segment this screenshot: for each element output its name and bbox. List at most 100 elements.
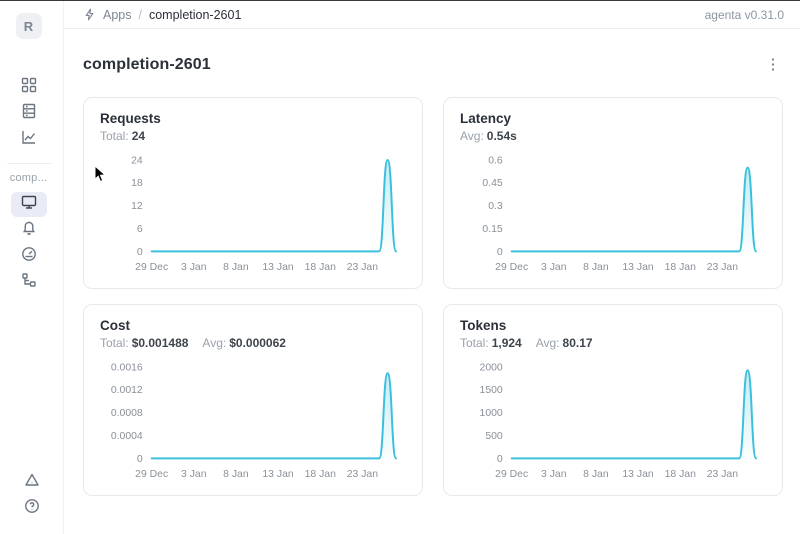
svg-text:18: 18	[131, 178, 143, 189]
database-icon	[21, 103, 37, 124]
breadcrumb-current: completion-2601	[148, 7, 242, 22]
svg-text:0.15: 0.15	[482, 224, 502, 235]
svg-text:29 Dec: 29 Dec	[495, 262, 528, 273]
card-title: Tokens	[460, 318, 507, 333]
stat-label: Total:	[460, 336, 489, 350]
stat-value: $0.001488	[131, 336, 189, 350]
svg-text:23 Jan: 23 Jan	[707, 262, 738, 273]
svg-text:0.6: 0.6	[488, 155, 503, 166]
monitor-icon	[21, 194, 37, 215]
svg-text:3 Jan: 3 Jan	[541, 469, 567, 480]
svg-text:18 Jan: 18 Jan	[665, 469, 696, 480]
sidebar-item-apps[interactable]	[11, 75, 47, 100]
stat-value: 80.17	[562, 336, 593, 350]
svg-text:0.0004: 0.0004	[111, 431, 143, 442]
card-stats: Avg: 0.54s	[460, 129, 766, 143]
stat-label: Avg:	[202, 336, 227, 350]
help-icon	[24, 498, 40, 519]
svg-text:500: 500	[485, 431, 503, 442]
card-stats: Total: 1,924 Avg: 80.17	[460, 336, 766, 350]
svg-text:18 Jan: 18 Jan	[305, 262, 336, 273]
gauge-icon	[21, 246, 37, 267]
card-title: Requests	[100, 111, 161, 126]
latency-chart: 0 0.15 0.3 0.45 0.6 29 Dec 3 Jan 8 Jan 13 Jan 18 …	[482, 155, 758, 273]
requests-card: Requests Total: 24 0 6 12 18 24 29 Dec 3 Jan 8 J…	[83, 97, 423, 289]
breadcrumb-separator: /	[138, 7, 142, 22]
line-chart-icon	[21, 129, 37, 150]
bell-icon	[21, 220, 37, 241]
tokens-chart: 0 500 1000 1500 2000 29 Dec 3 Jan 8 Jan 13 Jan 18…	[480, 362, 758, 480]
stat-value: 0.54s	[486, 129, 517, 143]
svg-text:23 Jan: 23 Jan	[347, 262, 378, 273]
svg-text:13 Jan: 13 Jan	[622, 469, 653, 480]
svg-text:0.0016: 0.0016	[111, 362, 143, 373]
svg-text:6: 6	[137, 224, 143, 235]
kebab-menu-button[interactable]: ⋮	[765, 56, 781, 73]
sidebar-item-observability[interactable]	[11, 270, 47, 295]
svg-text:0.0008: 0.0008	[111, 408, 143, 419]
cost-card: Cost Total: $0.001488 Avg: $0.000062 0 0.00…	[83, 304, 423, 496]
sidebar-item-notifications[interactable]	[11, 218, 47, 243]
svg-text:8 Jan: 8 Jan	[583, 262, 609, 273]
svg-text:0.45: 0.45	[482, 178, 502, 189]
sidebar: R	[0, 1, 64, 534]
latency-card: Latency Avg: 0.54s 0 0.15 0.3 0.45 0.6 29 Dec 3…	[443, 97, 783, 289]
top-bar: Apps / completion-2601 agenta v0.31.0	[64, 1, 800, 29]
sidebar-item-changelog[interactable]	[14, 470, 50, 495]
tokens-card: Tokens Total: 1,924 Avg: 80.17 0 500 1000 150…	[443, 304, 783, 496]
svg-text:18 Jan: 18 Jan	[305, 469, 336, 480]
metrics-grid: Requests Total: 24 0 6 12 18 24 29 Dec 3 Jan 8 J…	[83, 97, 783, 496]
sidebar-divider	[6, 163, 51, 164]
stat-label: Total:	[100, 129, 129, 143]
stat-label: Total:	[100, 336, 129, 350]
svg-text:0.0012: 0.0012	[111, 385, 143, 396]
stat-label: Avg:	[460, 129, 484, 143]
svg-text:3 Jan: 3 Jan	[181, 469, 207, 480]
requests-chart: 0 6 12 18 24 29 Dec 3 Jan 8 Jan 13 Jan 18 Jan 23 J…	[131, 155, 398, 273]
svg-text:1000: 1000	[480, 408, 503, 419]
sidebar-item-evaluations[interactable]	[11, 127, 47, 152]
sidebar-item-dashboard[interactable]	[11, 244, 47, 269]
main-content: completion-2601 ⋮ Requests Total: 24 0 6 12…	[64, 29, 800, 534]
svg-text:23 Jan: 23 Jan	[347, 469, 378, 480]
bolt-icon	[83, 8, 96, 21]
svg-text:8 Jan: 8 Jan	[223, 262, 249, 273]
app-name-label: comp...	[9, 172, 48, 184]
app-version-label: agenta v0.31.0	[704, 7, 784, 22]
sidebar-item-testsets[interactable]	[11, 101, 47, 126]
stat-value: 1,924	[491, 336, 522, 350]
svg-text:8 Jan: 8 Jan	[223, 469, 249, 480]
card-stats: Total: $0.001488 Avg: $0.000062	[100, 336, 406, 350]
stat-label: Avg:	[535, 336, 560, 350]
svg-text:23 Jan: 23 Jan	[707, 469, 738, 480]
workspace-avatar[interactable]: R	[15, 13, 42, 39]
stat-value: 24	[131, 129, 146, 143]
svg-text:3 Jan: 3 Jan	[541, 262, 567, 273]
svg-text:0: 0	[137, 454, 143, 465]
appstore-icon	[21, 77, 37, 98]
svg-text:0: 0	[497, 454, 503, 465]
svg-text:29 Dec: 29 Dec	[495, 469, 528, 480]
svg-text:0.3: 0.3	[488, 201, 503, 212]
svg-text:24: 24	[131, 155, 143, 166]
stat-value: $0.000062	[229, 336, 286, 350]
svg-text:2000: 2000	[480, 362, 503, 373]
cost-chart: 0 0.0004 0.0008 0.0012 0.0016 29 Dec 3 Jan 8 Ja…	[111, 362, 398, 480]
svg-text:1500: 1500	[480, 385, 503, 396]
sidebar-item-help[interactable]	[14, 496, 50, 521]
svg-text:0: 0	[497, 247, 503, 258]
breadcrumb-apps-link[interactable]: Apps	[103, 7, 132, 22]
card-stats: Total: 24	[100, 129, 406, 143]
svg-text:8 Jan: 8 Jan	[583, 469, 609, 480]
page-title: completion-2601	[83, 56, 211, 73]
svg-text:18 Jan: 18 Jan	[665, 262, 696, 273]
tree-icon	[21, 272, 37, 293]
svg-text:12: 12	[131, 201, 143, 212]
card-title: Latency	[460, 111, 512, 126]
breadcrumb: Apps / completion-2601	[83, 8, 241, 22]
svg-text:13 Jan: 13 Jan	[262, 469, 293, 480]
svg-text:29 Dec: 29 Dec	[135, 262, 168, 273]
svg-text:13 Jan: 13 Jan	[262, 262, 293, 273]
sidebar-item-overview[interactable]	[10, 192, 47, 217]
svg-text:3 Jan: 3 Jan	[181, 262, 207, 273]
